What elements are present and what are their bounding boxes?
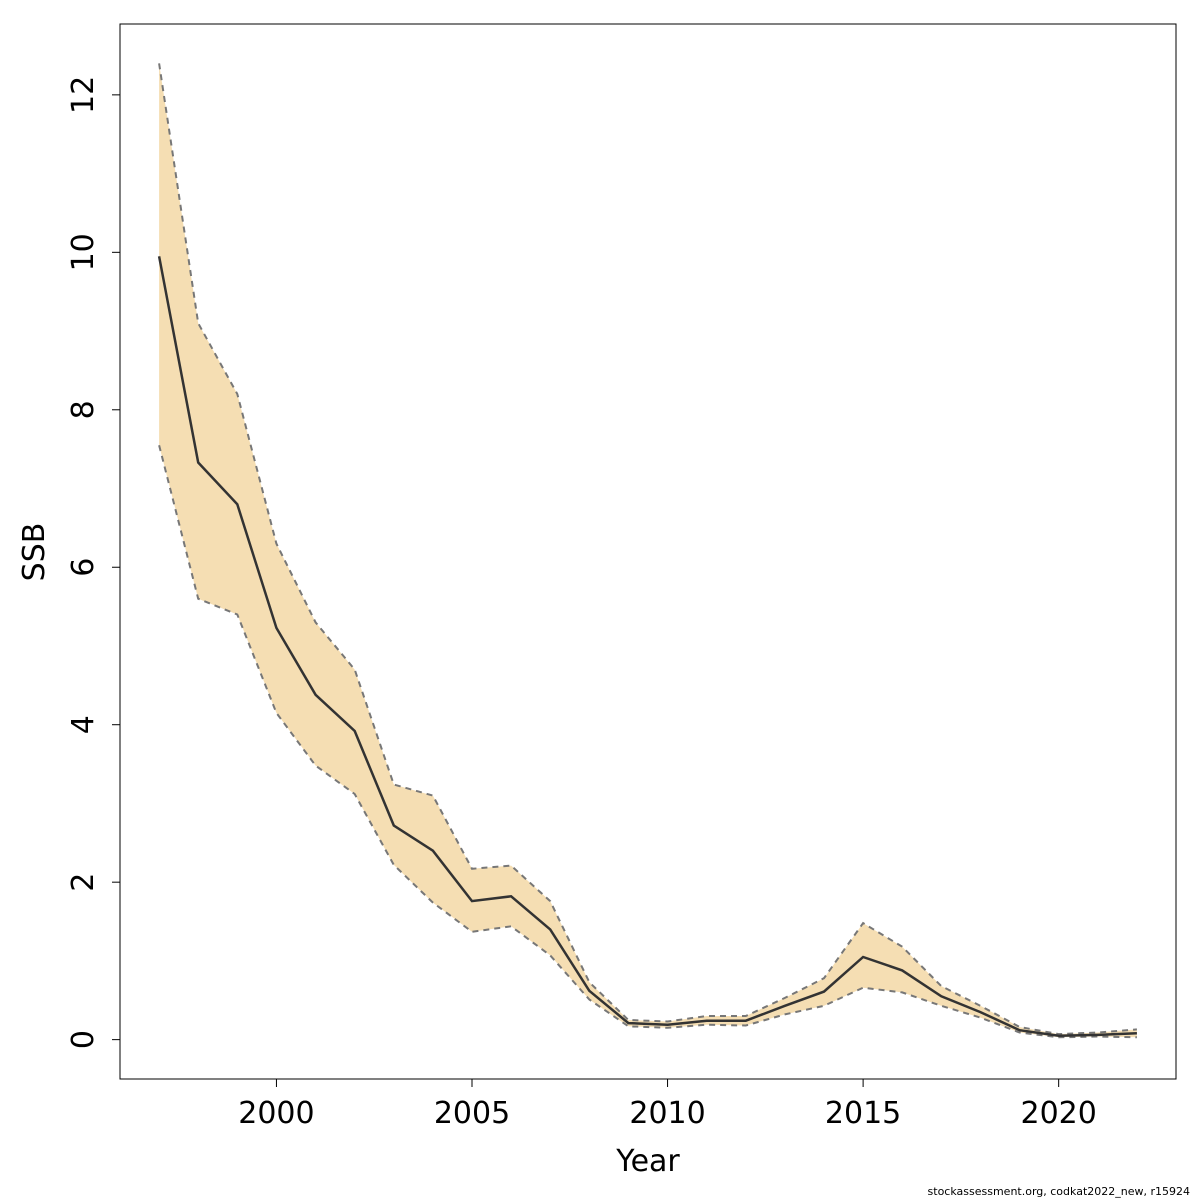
y-axis: 0 2 4 6 8 10 12 [66,76,121,1049]
y-axis-title: SSB [17,523,52,582]
x-tick-label: 2015 [825,1096,901,1131]
x-tick-label: 2020 [1020,1096,1096,1131]
plot-area [157,63,1137,1039]
y-tick-label: 0 [66,1030,101,1049]
upper-bound-line [158,63,1137,1036]
y-tick-label: 6 [66,558,101,577]
confidence-band [159,63,1137,1038]
x-axis-title: Year [615,1144,680,1179]
y-tick-label: 8 [66,400,101,419]
x-axis: 2000 2005 2010 2015 2020 [238,1078,1097,1131]
y-tick-label: 12 [66,76,101,114]
lower-bound-line [158,444,1137,1039]
x-tick-label: 2000 [238,1096,314,1131]
y-tick-label: 4 [66,715,101,734]
x-tick-label: 2005 [434,1096,510,1131]
y-tick-label: 2 [66,873,101,892]
footer-credit: stockassessment.org, codkat2022_new, r15… [927,1185,1190,1198]
y-tick-label: 10 [66,233,101,271]
ssb-estimate-line [157,256,1137,1037]
x-tick-label: 2010 [629,1096,705,1131]
